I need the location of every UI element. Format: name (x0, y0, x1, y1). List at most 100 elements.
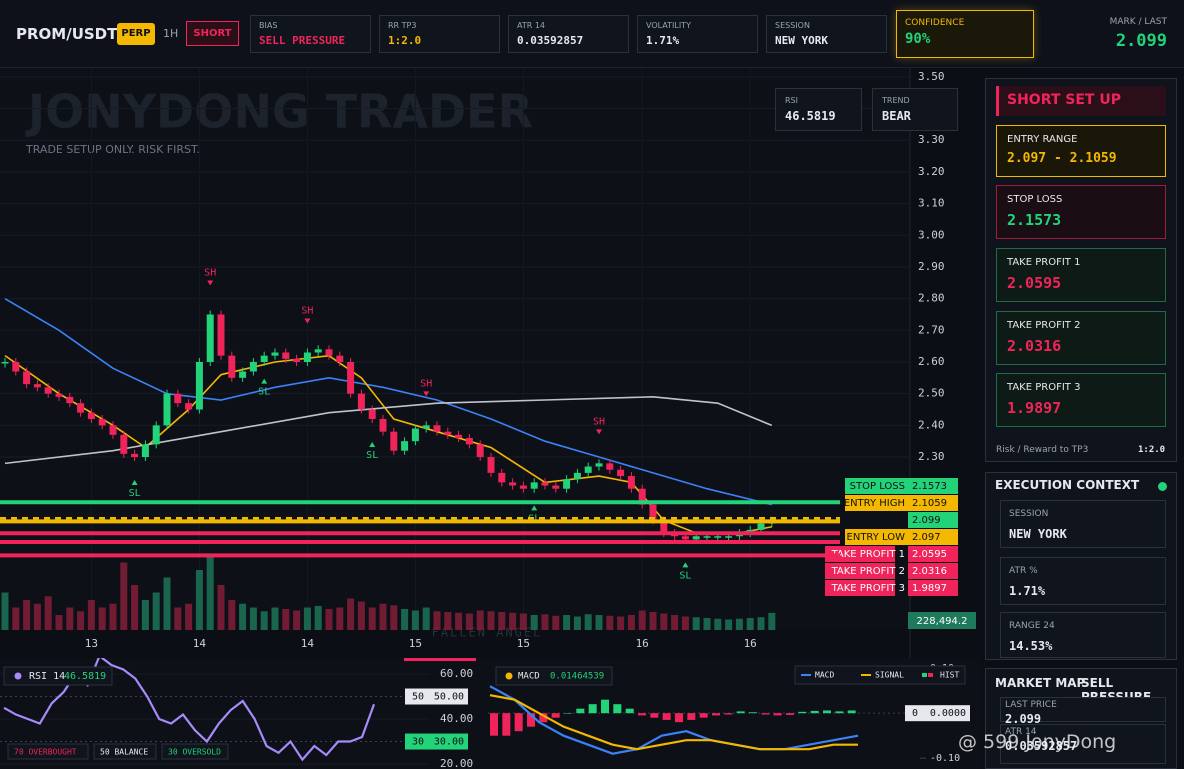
level-name: TAKE PROFIT 1 (831, 549, 905, 560)
candle (217, 314, 225, 356)
candle (336, 355, 344, 362)
volume-bar (66, 607, 74, 630)
y-tick-label: 2.90 (918, 260, 945, 273)
candle (692, 536, 700, 540)
volume-bar (98, 607, 106, 630)
zero-tag (905, 705, 970, 722)
volume-bar (87, 600, 95, 630)
rsi-line (3, 658, 376, 762)
level-tag (908, 495, 958, 511)
candle (455, 434, 463, 439)
hist-bar (798, 711, 807, 714)
legend-box (3, 666, 113, 686)
macd-value: 0.01464539 (550, 672, 604, 682)
trend-box-value: BEAR (882, 109, 911, 123)
tp3-card: TAKE PROFIT 3 1.9897 (996, 373, 1166, 427)
candle (725, 536, 733, 538)
rsi-box-value: 46.5819 (785, 109, 836, 123)
volume-bar (206, 555, 214, 630)
volume-bar (411, 610, 419, 630)
macd-title: MACD (518, 672, 540, 682)
volume-bar (131, 585, 139, 630)
confidence-value: 90% (905, 31, 931, 47)
x-tick-label: 15 (409, 637, 422, 650)
hist-bar (687, 713, 696, 720)
hist-bar (551, 713, 560, 718)
candle (206, 314, 214, 362)
level-value: 2.0595 (912, 549, 947, 560)
candle (519, 485, 527, 489)
context-label: SESSION (1009, 509, 1049, 519)
candle (260, 355, 268, 362)
rsi-value: 46.5819 (64, 671, 106, 682)
atr-value: 0.03592857 (1005, 739, 1078, 753)
candle (33, 384, 41, 388)
y-tick-label: 60.00 (440, 667, 473, 680)
watermark: @ 599 JonyDong (958, 731, 1117, 753)
entry-label: ENTRY RANGE (1007, 134, 1078, 145)
swing-label: SL (679, 570, 691, 581)
y-tick-label: 2.80 (918, 292, 945, 305)
volume-bar (617, 616, 625, 630)
stat-label: BIAS (259, 21, 278, 30)
volume-bar (444, 612, 452, 630)
candle (239, 371, 247, 378)
hist-bar (675, 713, 683, 723)
candle (357, 393, 365, 410)
stat-value: 1.71% (646, 34, 680, 47)
candle (303, 352, 311, 362)
hist-bar (724, 713, 733, 715)
volume-bar (768, 612, 776, 630)
candle (1, 361, 9, 364)
candle (530, 482, 538, 489)
swing-arrow (596, 429, 602, 435)
legend-label: SIGNAL (875, 671, 904, 680)
y-tick-label: 2.30 (918, 450, 945, 463)
stop-card: STOP LOSS 2.1573 (996, 185, 1166, 239)
rr-label: Risk / Reward to TP3 (996, 445, 1089, 455)
rsi-title: RSI 14 (29, 671, 65, 682)
level-name: ENTRY HIGH (844, 498, 905, 509)
candle (606, 463, 614, 470)
volume-bar (239, 603, 247, 630)
stat-label: RR TP3 (388, 21, 417, 30)
candle (314, 349, 322, 353)
candle (649, 504, 657, 521)
tp2-label: TAKE PROFIT 2 (1007, 320, 1081, 331)
candle (325, 349, 333, 356)
volume-bar (638, 610, 646, 630)
volume-bar (401, 609, 409, 630)
level-tag (845, 478, 915, 494)
candle (152, 425, 160, 445)
level-value: 2.099 (912, 515, 941, 526)
candle (433, 425, 441, 432)
x-tick-label: 15 (517, 637, 530, 650)
volume-bar (541, 614, 549, 630)
stat-value: NEW YORK (775, 34, 828, 47)
rsi-box: RSI 46.5819 (775, 88, 862, 131)
volume-bar (606, 615, 614, 630)
tp1-label: TAKE PROFIT 1 (1007, 257, 1081, 268)
context-card: RANGE 24 14.53% (1000, 612, 1166, 658)
volume-bar (109, 603, 117, 630)
level-tag (908, 478, 958, 494)
legend-box (7, 743, 89, 760)
ma-line (4, 297, 772, 506)
hist-bar (576, 708, 585, 714)
volume-bar (33, 603, 41, 630)
stat-box (637, 15, 758, 53)
candle (563, 479, 571, 489)
volume-bar (347, 598, 355, 630)
hist-bar (773, 713, 782, 716)
volume-bar (692, 617, 700, 630)
level-tag (845, 495, 915, 511)
last-value: 2.099 (1005, 712, 1042, 726)
legend-swatch (928, 673, 933, 677)
zero-label: 0.0000 (930, 708, 966, 719)
legend-box (794, 665, 966, 685)
legend-dot (505, 672, 513, 680)
volume-bar (249, 607, 257, 630)
swing-arrow (304, 318, 311, 324)
stat-box (250, 15, 371, 53)
volume-bar (487, 611, 495, 630)
